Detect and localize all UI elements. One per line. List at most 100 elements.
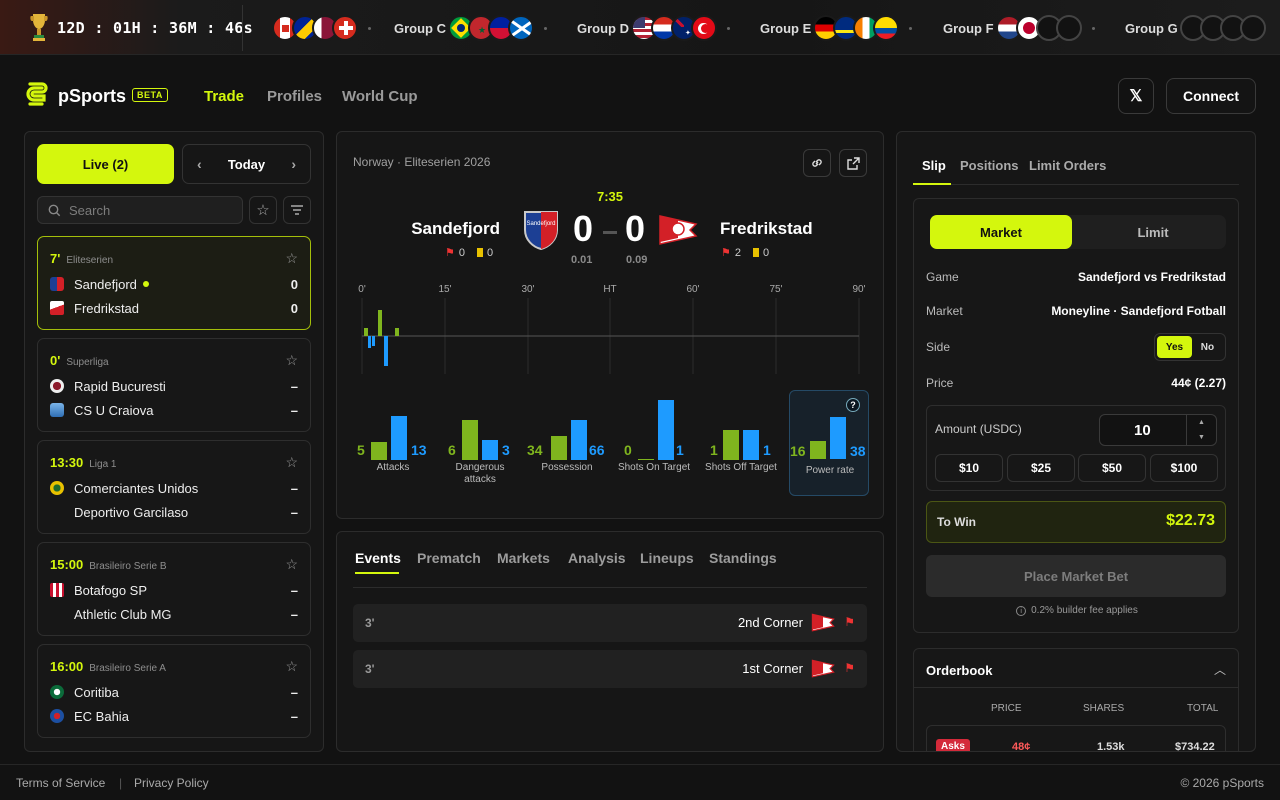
active-tab-indicator [913, 183, 951, 185]
amount-input[interactable]: 10 ▲ ▼ [1099, 414, 1217, 446]
botafogo-sp-crest-icon [50, 583, 64, 597]
match-time: 7' Eliteserien [50, 251, 114, 266]
amount-box: Amount (USDC) 10 ▲ ▼ $10 $25 $50 $100 [926, 405, 1226, 491]
brand-name[interactable]: pSports [58, 86, 127, 106]
stat-bars [723, 430, 759, 460]
nav-trade[interactable]: Trade [204, 88, 245, 105]
amount-chip-100[interactable]: $100 [1150, 454, 1218, 482]
market-order-button[interactable]: Market [930, 215, 1072, 249]
group-c[interactable]: Group C ★ [394, 15, 547, 41]
possession-indicator [142, 281, 149, 287]
date-label[interactable]: Today [227, 156, 266, 172]
separator-dot [1091, 26, 1095, 30]
help-icon[interactable]: ? [846, 398, 860, 412]
match-timeline: 0' 15' 30' HT 60' 75' 90' [358, 284, 866, 374]
stat-label: Shots Off Target [705, 462, 777, 473]
filter-button[interactable] [283, 196, 311, 224]
team-name: Deportivo Garcilaso [74, 504, 189, 520]
tab-events[interactable]: Events [355, 550, 401, 566]
amount-chip-25[interactable]: $25 [1007, 454, 1075, 482]
group-d[interactable]: Group D ✦ [577, 15, 730, 41]
limit-order-button[interactable]: Limit [1137, 224, 1169, 240]
group-e[interactable]: Group E [760, 15, 913, 41]
stat-label: Attacks [376, 462, 410, 473]
team-name: Sandefjord [74, 276, 137, 292]
amount-chip-10[interactable]: $10 [935, 454, 1003, 482]
star-icon[interactable]: ☆ [285, 658, 298, 674]
tab-prematch[interactable]: Prematch [417, 550, 481, 566]
nav-world-cup[interactable]: World Cup [342, 88, 418, 105]
away-stat-value: 38 [850, 443, 866, 459]
tab-positions[interactable]: Positions [960, 158, 1019, 173]
star-icon[interactable]: ☆ [285, 250, 298, 266]
search-icon [48, 204, 61, 216]
psports-logo-icon[interactable] [26, 82, 48, 108]
corner-flag-icon: ⚑ [844, 615, 855, 629]
home-odds: 0.01 [571, 254, 593, 266]
favorites-filter-button[interactable]: ☆ [249, 196, 277, 224]
search-input[interactable] [69, 202, 229, 218]
copy-link-button[interactable] [803, 149, 831, 177]
home-stat-value: 1 [710, 442, 718, 458]
privacy-link[interactable]: Privacy Policy [134, 776, 209, 790]
amount-stepper[interactable]: ▲ ▼ [1186, 415, 1216, 445]
star-icon[interactable]: ☆ [285, 352, 298, 368]
tab-lineups[interactable]: Lineups [640, 550, 694, 566]
live-filter-button[interactable]: Live (2) [37, 144, 174, 184]
open-external-button[interactable] [839, 149, 867, 177]
group-b[interactable] [272, 15, 371, 41]
orderbook-row[interactable]: Asks 48¢ 1.53k $734.22 [926, 725, 1226, 751]
home-card-stats: ⚑ 0 0 [445, 246, 494, 260]
group-f[interactable]: Group F [943, 15, 1095, 41]
divider [353, 587, 867, 588]
league-name: Superliga [66, 357, 109, 368]
match-time: 0' Superliga [50, 353, 109, 368]
match-card[interactable]: 0' Superliga ☆ Rapid Bucuresti – CS U Cra… [37, 338, 311, 432]
orderbook: Orderbook ︿ PRICE SHARES TOTAL Asks 48¢ … [913, 648, 1239, 751]
match-card[interactable]: 15:00 Brasileiro Serie B ☆ Botafogo SP – … [37, 542, 311, 636]
place-bet-button[interactable]: Place Market Bet [926, 555, 1226, 597]
group-g[interactable]: Group G [1125, 15, 1266, 41]
tab-analysis[interactable]: Analysis [568, 550, 626, 566]
event-row[interactable]: 3' 2nd Corner ⚑ [353, 604, 867, 642]
world-cup-topbar: 12D : 01H : 36M : 46s Group C ★ Group D … [0, 0, 1280, 55]
stat-power-rate[interactable]: ? 16 38 Power rate [789, 390, 869, 496]
match-card[interactable]: 13:30 Liga 1 ☆ Comerciantes Unidos – Depo… [37, 440, 311, 534]
tbd-flag-icon [1239, 15, 1266, 41]
x-social-button[interactable]: 𝕏 [1118, 78, 1154, 114]
connect-button[interactable]: Connect [1166, 78, 1256, 114]
tab-standings[interactable]: Standings [709, 550, 777, 566]
tab-limit-orders[interactable]: Limit Orders [1029, 158, 1107, 173]
team-score: – [290, 708, 298, 724]
turkey-flag-icon [691, 15, 717, 41]
tab-markets[interactable]: Markets [497, 550, 550, 566]
fredrikstad-crest-icon [811, 659, 835, 678]
match-card[interactable]: 16:00 Brasileiro Serie A ☆ Coritiba – EC … [37, 644, 311, 738]
bet-slip-panel: Slip Positions Limit Orders Market Limit… [896, 131, 1256, 752]
star-icon[interactable]: ☆ [285, 454, 298, 470]
team-name: Comerciantes Unidos [74, 480, 199, 496]
no-button[interactable]: No [1200, 341, 1215, 353]
row-key: Side [926, 340, 951, 354]
away-team-row: EC Bahia – [50, 707, 298, 725]
separator-dot [368, 26, 371, 30]
tab-slip[interactable]: Slip [922, 158, 946, 173]
stat-label: Dangerous attacks [455, 462, 505, 485]
team-score: – [290, 606, 298, 622]
amount-chip-50[interactable]: $50 [1078, 454, 1146, 482]
chevron-right-icon[interactable]: › [291, 156, 296, 172]
team-score: 0 [290, 276, 298, 292]
event-row[interactable]: 3' 1st Corner ⚑ [353, 650, 867, 688]
terms-link[interactable]: Terms of Service [16, 776, 106, 790]
home-stat-value: 6 [448, 442, 456, 458]
match-card[interactable]: 7' Eliteserien ☆ Sandefjord 0 Fredrikstad… [37, 236, 311, 330]
team-name: Botafogo SP [74, 582, 147, 598]
chevron-left-icon[interactable]: ‹ [197, 156, 202, 172]
chevron-up-icon[interactable]: ︿ [1213, 663, 1226, 677]
group-label: Group F [943, 20, 994, 36]
nav-profiles[interactable]: Profiles [267, 88, 323, 105]
team-name: CS U Craiova [74, 402, 154, 418]
yes-button[interactable]: Yes [1157, 336, 1192, 358]
ecuador-flag-icon [873, 15, 900, 41]
star-icon[interactable]: ☆ [285, 556, 298, 572]
